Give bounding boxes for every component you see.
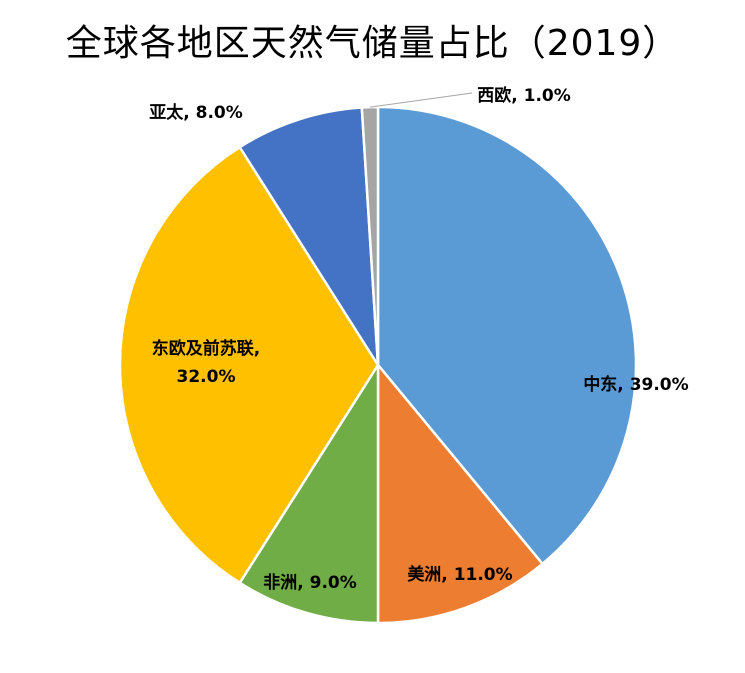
- pie-slice-4: [118, 145, 380, 585]
- pie-slice-5: [238, 106, 380, 366]
- slice-label-1: 中东, 39.0%: [583, 374, 688, 395]
- slice-label-4: 东欧及前苏联, 32.0%: [152, 338, 260, 387]
- chart-title: 全球各地区天然气储量占比（2019）: [65, 23, 680, 64]
- slice-label-line: 东欧及前苏联,: [152, 338, 260, 359]
- pie-labels: 中东, 39.0% 美洲, 11.0% 非洲, 9.0% 东欧及前苏联, 32.0% 亚太…: [149, 85, 688, 593]
- slice-label-6: 西欧, 1.0%: [477, 85, 571, 106]
- pie-slice-3: [238, 360, 380, 625]
- slice-label-5: 亚太, 8.0%: [149, 102, 243, 123]
- pie-slice-2: [376, 361, 545, 625]
- leader-line: [369, 92, 473, 108]
- slice-label-line: 32.0%: [177, 367, 236, 387]
- pie-slice-1: [376, 105, 638, 566]
- pie-slices: [118, 105, 638, 625]
- slice-label-3: 非洲, 9.0%: [263, 572, 357, 593]
- slice-label-2: 美洲, 11.0%: [407, 564, 512, 585]
- pie-slice-6: [360, 105, 380, 366]
